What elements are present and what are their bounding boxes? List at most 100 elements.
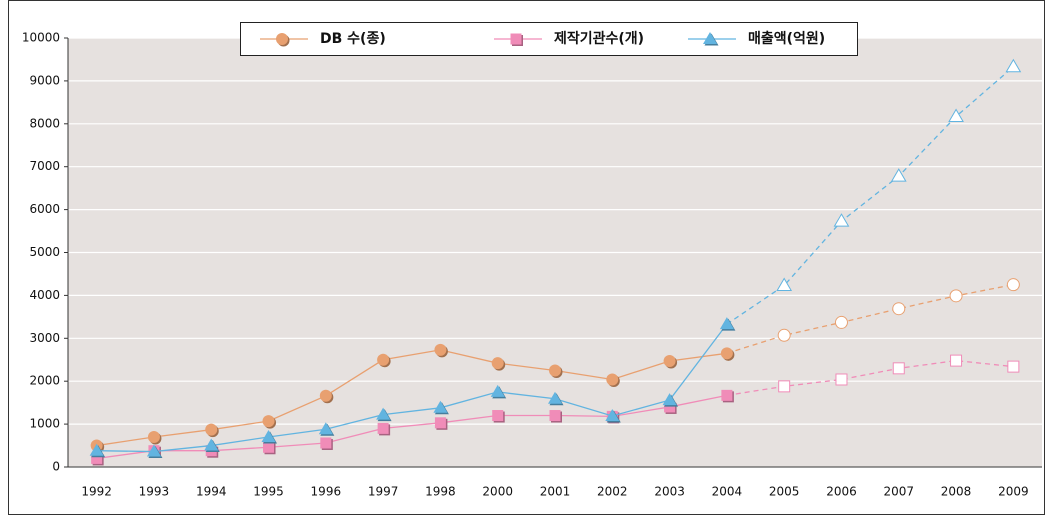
data-point xyxy=(950,354,963,367)
marker-shape xyxy=(377,353,390,366)
y-tick-label: 3000 xyxy=(29,331,60,345)
x-tick-label: 2001 xyxy=(540,485,571,499)
marker-shape xyxy=(663,355,676,368)
data-point xyxy=(892,302,906,316)
legend-box xyxy=(240,22,858,56)
projected-line xyxy=(726,66,1014,325)
data-point xyxy=(318,422,335,436)
x-tick-label: 2007 xyxy=(883,485,914,499)
marker-shape xyxy=(276,33,288,45)
data-point xyxy=(434,417,448,430)
data-point xyxy=(1006,278,1020,292)
marker-shape xyxy=(833,213,850,227)
x-tick-label: 1997 xyxy=(368,485,399,499)
x-tick-label: 1993 xyxy=(139,485,170,499)
marker-shape xyxy=(890,168,907,182)
data-point xyxy=(777,328,791,342)
marker-shape xyxy=(835,373,848,386)
marker-shape xyxy=(433,400,448,413)
marker-shape xyxy=(263,441,275,453)
data-point xyxy=(263,441,276,455)
x-tick-label: 2004 xyxy=(712,485,743,499)
legend-marker xyxy=(276,33,290,47)
marker-shape xyxy=(721,389,733,401)
marker-shape xyxy=(1006,278,1020,292)
data-point xyxy=(834,315,848,329)
x-tick-label: 2005 xyxy=(769,485,800,499)
x-tick-label: 1994 xyxy=(196,485,227,499)
x-tick-label: 2000 xyxy=(482,485,513,499)
marker-shape xyxy=(662,393,677,406)
marker-shape xyxy=(549,364,561,377)
x-tick-label: 1995 xyxy=(253,485,284,499)
data-point xyxy=(434,343,448,358)
data-point xyxy=(721,389,734,403)
data-point xyxy=(778,380,791,393)
x-tick-label: 2009 xyxy=(998,485,1029,499)
x-tick-label: 1998 xyxy=(425,485,456,499)
legend-label: 제작기관수(개) xyxy=(554,30,644,47)
x-tick-label: 2003 xyxy=(654,485,685,499)
legend-label: 매출액(억원) xyxy=(748,30,825,47)
data-point xyxy=(205,423,219,438)
data-point xyxy=(662,393,679,407)
y-tick-label: 2000 xyxy=(29,374,60,388)
marker-shape xyxy=(1007,360,1020,373)
data-point xyxy=(1005,58,1022,73)
y-tick-label: 0 xyxy=(52,460,60,474)
data-point xyxy=(491,357,506,371)
marker-shape xyxy=(492,410,504,422)
y-tick-label: 8000 xyxy=(29,116,60,130)
marker-shape xyxy=(605,408,620,421)
marker-shape xyxy=(664,401,676,413)
marker-shape xyxy=(434,417,446,429)
data-point xyxy=(147,430,162,445)
marker-shape xyxy=(89,443,104,456)
data-point xyxy=(948,108,964,123)
marker-shape xyxy=(719,317,734,330)
marker-shape xyxy=(548,391,562,404)
series-line xyxy=(96,394,728,460)
marker-shape xyxy=(204,438,219,451)
data-point xyxy=(319,389,334,404)
data-point xyxy=(890,168,907,182)
series-line xyxy=(96,323,728,453)
marker-shape xyxy=(606,373,619,386)
y-tick-label: 10000 xyxy=(22,31,60,45)
data-point xyxy=(719,317,736,331)
marker-shape xyxy=(377,422,389,434)
marker-shape xyxy=(720,347,733,360)
y-tick-label: 7000 xyxy=(29,159,60,173)
data-point xyxy=(549,410,562,423)
x-tick-label: 1996 xyxy=(311,485,342,499)
data-point xyxy=(892,362,905,375)
data-point xyxy=(605,408,621,423)
data-point xyxy=(262,415,277,429)
marker-shape xyxy=(1005,58,1022,73)
y-tick-label: 9000 xyxy=(29,73,60,87)
marker-shape xyxy=(318,422,333,435)
data-point xyxy=(204,438,220,453)
marker-shape xyxy=(777,328,791,342)
legend-label: DB 수(종) xyxy=(320,31,386,47)
data-point xyxy=(433,400,449,415)
data-point xyxy=(1007,360,1020,373)
marker-shape xyxy=(205,423,218,436)
marker-shape xyxy=(776,277,793,292)
marker-shape xyxy=(146,444,161,457)
marker-shape xyxy=(262,415,275,428)
marker-shape xyxy=(490,384,505,397)
data-point xyxy=(89,443,106,458)
series-line xyxy=(96,349,727,447)
projected-line xyxy=(726,359,1014,396)
data-point xyxy=(663,355,678,369)
y-tick-label: 5000 xyxy=(29,245,60,259)
marker-shape xyxy=(892,302,906,316)
marker-shape xyxy=(261,429,276,442)
data-point xyxy=(146,444,163,459)
marker-shape xyxy=(320,437,332,449)
marker-shape xyxy=(491,357,504,370)
marker-shape xyxy=(147,430,160,443)
marker-shape xyxy=(703,32,717,44)
data-point xyxy=(377,353,391,368)
